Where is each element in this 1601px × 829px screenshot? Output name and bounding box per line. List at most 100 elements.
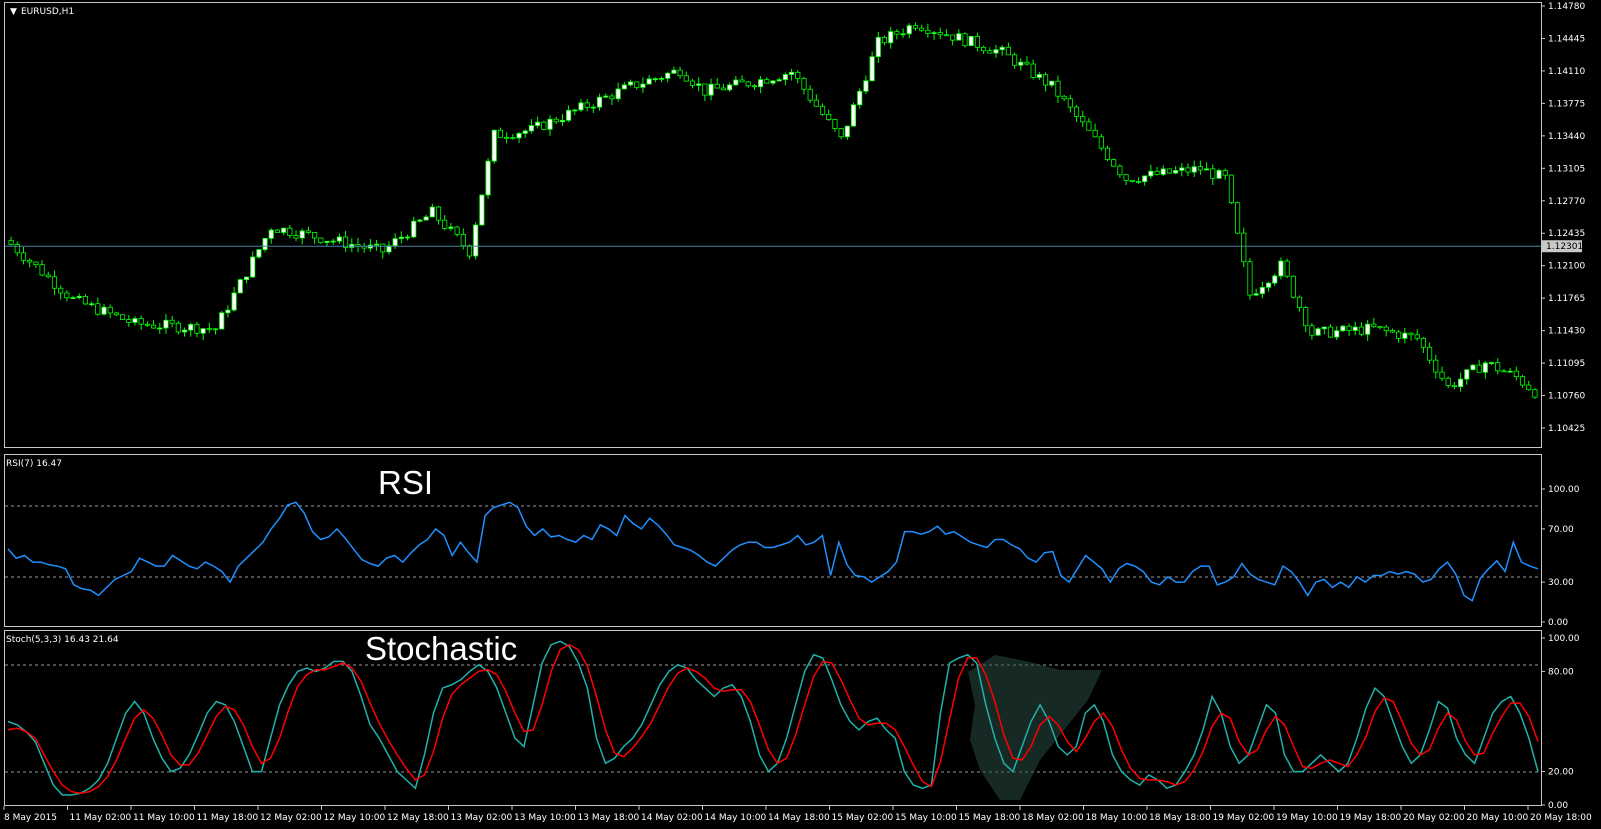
candle-body [1253,293,1259,296]
candle-body [640,83,646,88]
candle-body [262,237,268,251]
candle-body [925,29,931,34]
candle-body [535,121,541,126]
candle-body [1241,232,1247,263]
candle-body [70,297,76,300]
time-tick-label: 8 May 2015 [4,813,57,823]
stoch-title: Stoch(5,3,3) 16.43 21.64 [6,635,119,645]
candle-body [739,79,745,83]
candle-body [1433,359,1439,373]
candle-body [696,83,702,86]
candle-body [460,234,466,247]
chart-dropdown-icon[interactable]: ▼ [10,7,17,17]
stoch-pane-frame[interactable] [4,630,1542,806]
candle-body [1123,174,1129,181]
rsi-pane-frame[interactable] [4,454,1542,627]
time-tick-label: 19 May 10:00 [1276,813,1338,823]
stoch-tick-label: 100.00 [1548,634,1580,644]
candle-body [398,236,404,239]
candle-body [801,77,807,90]
candle-body [380,243,386,253]
candle-body [776,79,782,82]
candle-body [770,80,776,84]
candle-body [343,236,349,248]
candle-body [404,236,411,239]
candle-body [169,319,175,324]
candle-body [1439,371,1445,379]
time-tick-label: 20 May 18:00 [1530,813,1592,823]
candle-body [268,229,274,239]
candle-body [1507,370,1513,373]
candle-body [120,314,126,320]
chart-title: EURUSD,H1 [21,7,74,17]
candle-body [126,319,132,323]
candle-body [132,318,138,323]
watermark-logo [968,655,1102,800]
candle-body [1142,175,1148,182]
candle-body [1296,296,1303,308]
candle-body [1309,325,1315,336]
rsi-tick-label: 30.00 [1548,578,1574,588]
candle-body [1086,121,1092,131]
price-tick-label: 1.14445 [1548,34,1585,44]
time-tick-label: 14 May 02:00 [641,813,703,823]
stoch-tick-label: 20.00 [1548,768,1574,778]
candle-body [1111,159,1117,167]
candle-body [1526,384,1532,391]
candle-body [219,312,225,330]
candle-body [1148,170,1154,177]
candle-body [572,109,578,112]
candle-body [974,35,980,48]
candle-body [522,130,528,134]
candle-body [1290,275,1296,298]
candle-body [658,77,665,80]
price-pane-frame[interactable] [4,2,1542,448]
candle-body [27,259,33,263]
candle-body [590,106,596,109]
candle-body [1427,346,1433,361]
rsi-tick-label: 100.00 [1548,485,1580,495]
time-tick-label: 19 May 02:00 [1213,813,1275,823]
candle-body [1197,166,1203,171]
candle-body [225,309,231,314]
candle-body [807,88,813,101]
time-tick-label: 13 May 10:00 [514,813,576,823]
time-axis: 8 May 2015 11 May 02:00 11 May 10:00 11 May… [3,806,1592,823]
price-tick-label: 1.13440 [1548,132,1585,142]
candle-body [1352,326,1358,331]
candle-body [758,79,764,88]
candle-body [999,46,1005,51]
candle-body [101,306,107,315]
candle-body [274,229,281,233]
candle-body [324,240,330,243]
candle-body [138,318,144,325]
stoch-main-line [7,640,1539,796]
candle-body [813,99,819,107]
candle-body [212,328,219,331]
candle-body [1346,325,1352,331]
time-tick-label: 18 May 18:00 [1149,813,1211,823]
candle-body [615,88,621,100]
candle-body [1365,323,1371,335]
price-tick-label: 1.11765 [1548,294,1585,304]
candle-body [231,292,237,311]
candle-body [1080,116,1086,123]
candle-body [157,327,163,330]
candle-body [1204,168,1210,171]
candle-body [1495,362,1501,372]
price-tick-label: 1.12770 [1548,197,1585,207]
candle-body [1073,106,1080,117]
candle-body [411,220,417,238]
candle-body [838,128,844,138]
time-tick-label: 15 May 18:00 [959,813,1021,823]
candle-body [1012,54,1018,66]
candle-body [237,279,243,294]
candle-body [1451,385,1457,388]
candle-body [1104,147,1111,160]
candle-body [689,80,696,86]
candle-body [485,160,491,196]
time-tick-label: 15 May 10:00 [895,813,957,823]
candle-body [665,72,671,79]
candle-body [863,80,869,92]
